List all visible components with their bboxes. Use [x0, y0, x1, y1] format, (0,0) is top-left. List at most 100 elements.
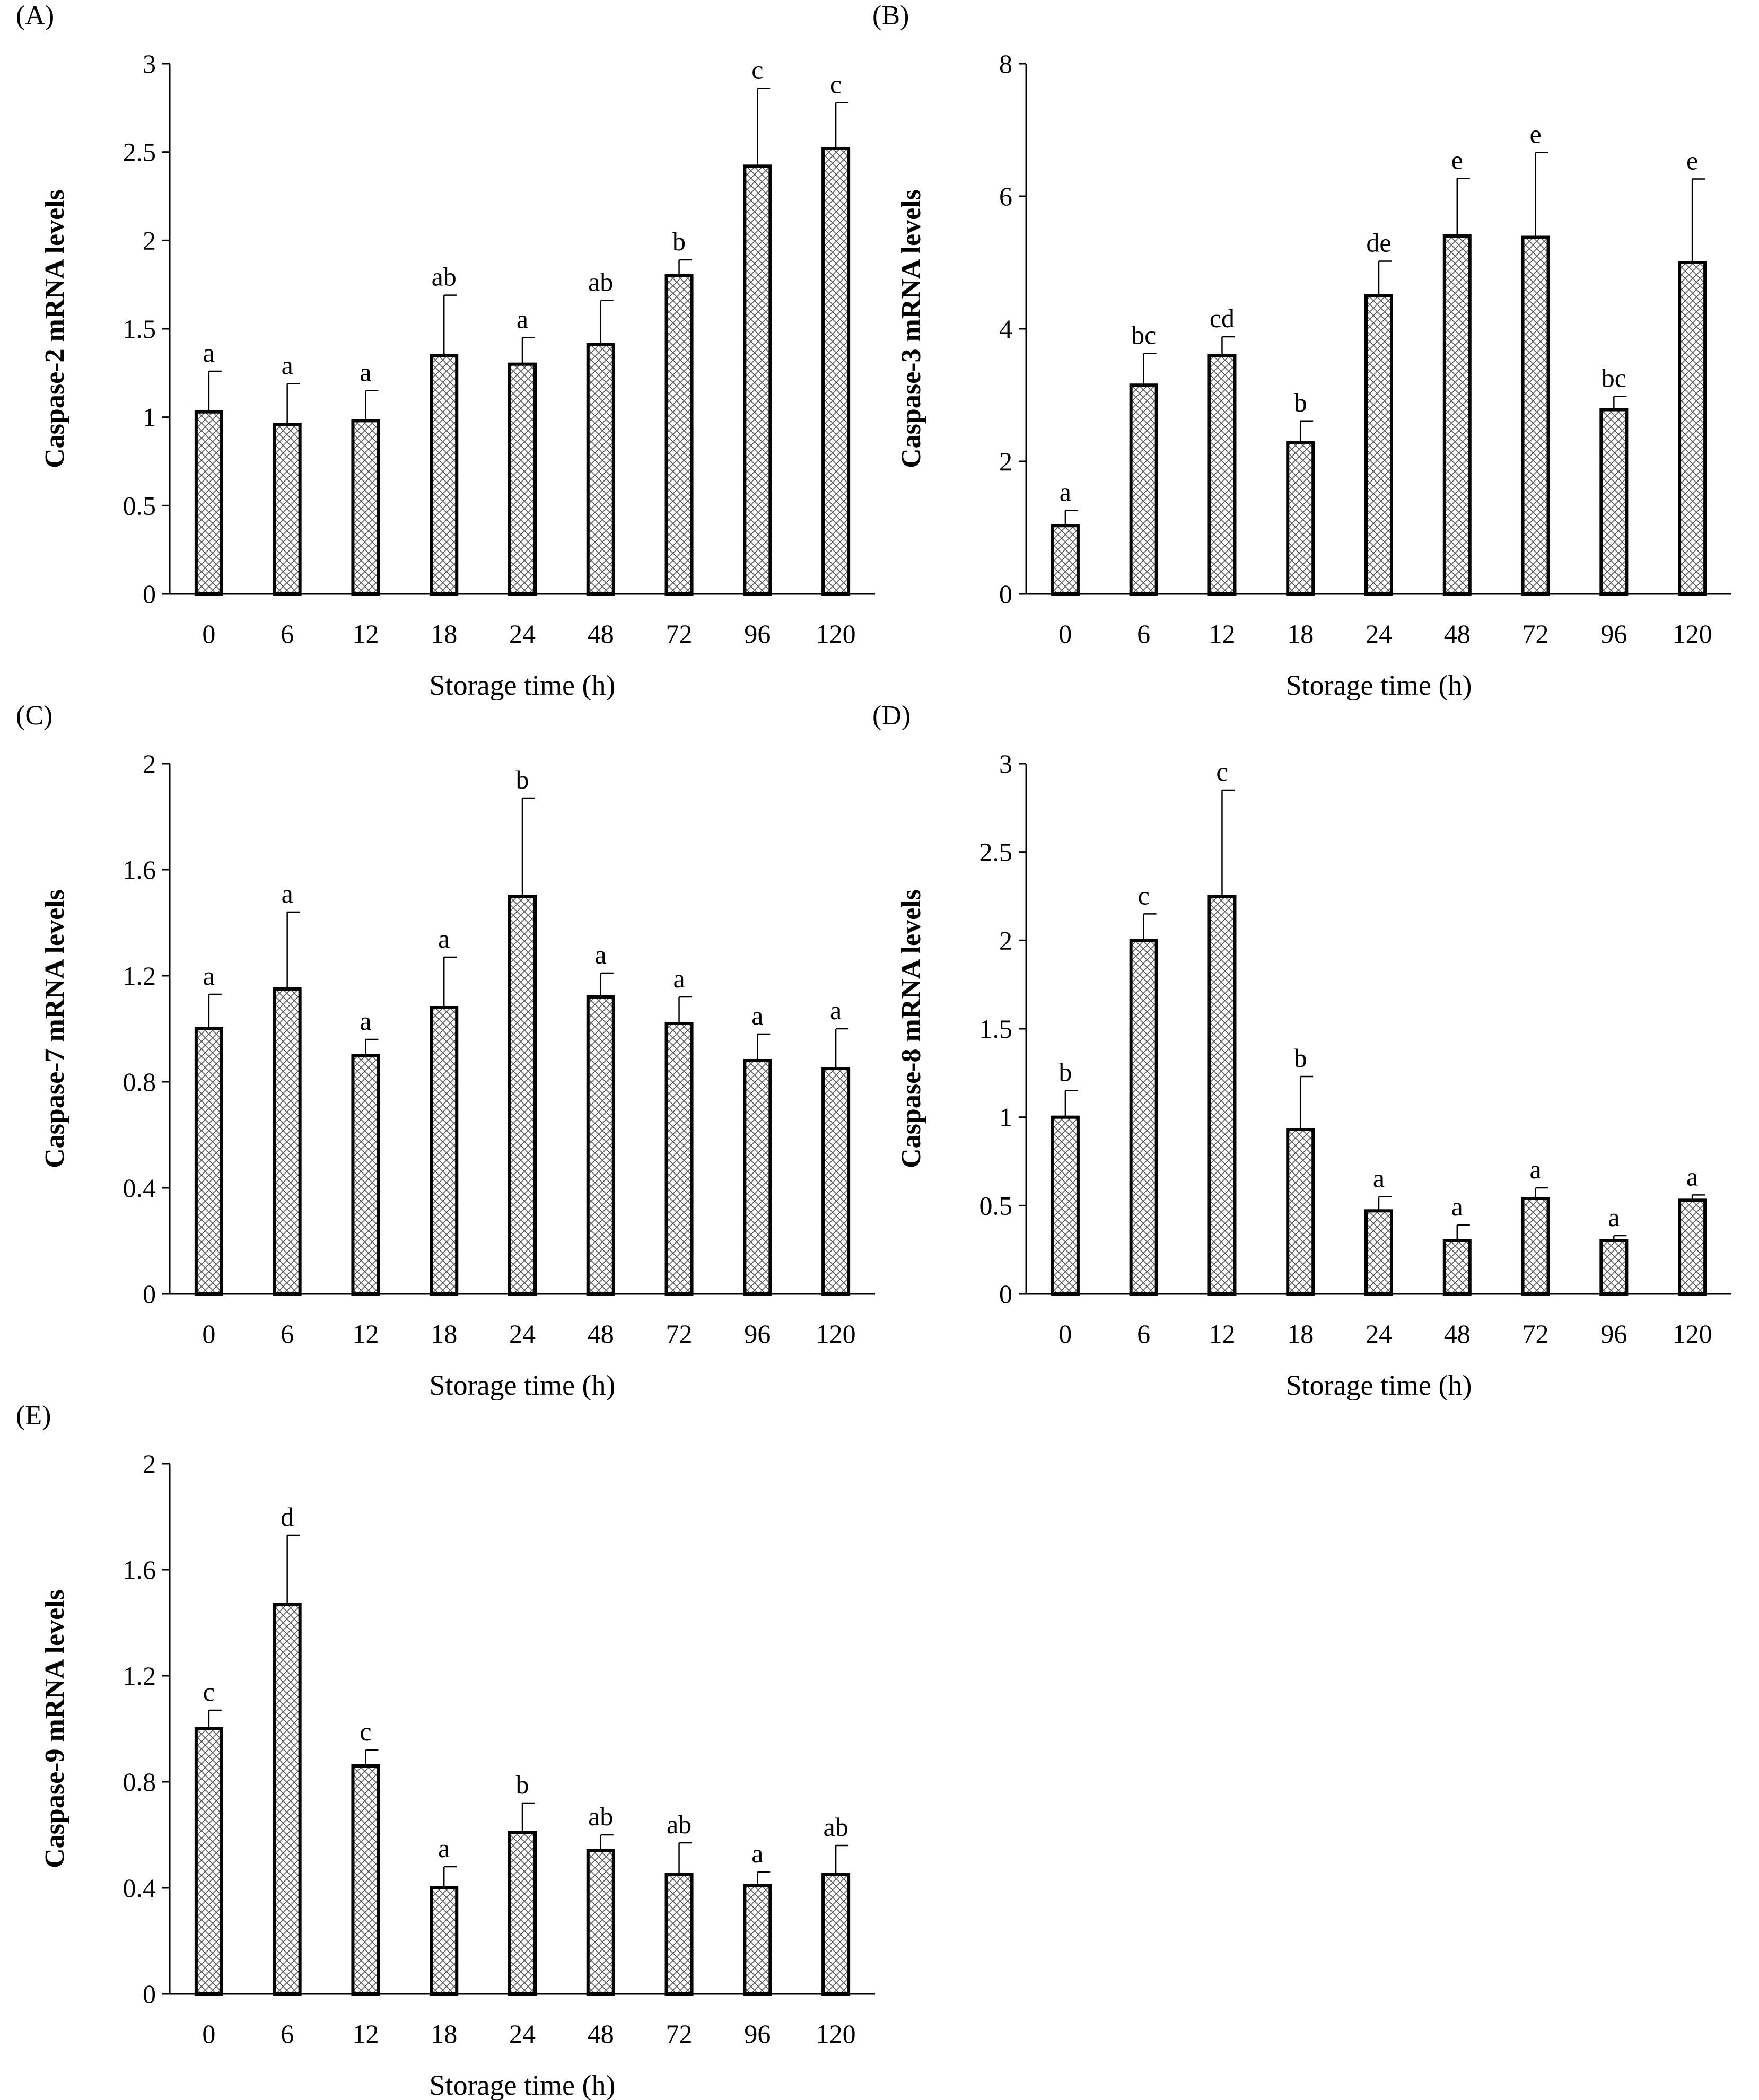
- bar: [351, 1764, 380, 1996]
- x-tick-label: 96: [1600, 1319, 1627, 1349]
- significance-label: ab: [667, 1809, 692, 1839]
- y-tick-label: 4: [999, 314, 1012, 344]
- bar: [508, 362, 537, 596]
- x-tick-label: 0: [202, 619, 215, 649]
- x-tick-label: 18: [431, 1319, 457, 1349]
- panel-c: (C) 0 0.4 0.8 1.2 1.6 2 a 0 a 6 a 12 a 18 b 24 a 48 a 72 a 96…: [16, 700, 896, 1400]
- bar: [1599, 1239, 1629, 1296]
- panel-label: (E): [16, 1401, 51, 1431]
- y-tick-label: 0.4: [123, 1873, 156, 1903]
- significance-label: c: [830, 69, 842, 99]
- bar: [508, 895, 537, 1296]
- significance-label: d: [281, 1502, 294, 1532]
- bar: [743, 164, 772, 596]
- significance-label: b: [1294, 1043, 1307, 1073]
- bar: [1207, 354, 1237, 596]
- x-axis-label: Storage time (h): [430, 1369, 616, 1400]
- bar: [194, 1027, 223, 1296]
- panel-label: (B): [872, 1, 909, 31]
- x-tick-label: 120: [816, 619, 856, 649]
- panel-label: (A): [16, 1, 55, 31]
- y-tick-label: 1: [143, 402, 156, 432]
- bar: [273, 987, 302, 1296]
- x-tick-label: 24: [509, 619, 536, 649]
- significance-label: a: [673, 964, 685, 993]
- significance-label: a: [282, 879, 293, 908]
- y-tick-label: 3: [143, 49, 156, 78]
- bar: [1678, 1198, 1707, 1296]
- bar: [821, 147, 851, 596]
- significance-label: ab: [588, 267, 613, 297]
- significance-label: a: [517, 304, 528, 334]
- panel-label: (D): [872, 701, 911, 731]
- bar: [1521, 1197, 1550, 1296]
- panel-d: (D) 0 0.5 1 1.5 2 2.5 3 b 0 c 6 c 12 b 18 a 24 a 48 a 72 a 96 a…: [872, 700, 1753, 1400]
- significance-label: b: [1058, 1057, 1072, 1087]
- y-tick-label: 0.5: [979, 1191, 1013, 1220]
- significance-label: a: [751, 1001, 763, 1030]
- significance-label: b: [516, 1770, 529, 1799]
- significance-label: a: [360, 357, 371, 387]
- bar: [194, 1727, 223, 1996]
- y-tick-label: 2.5: [979, 837, 1013, 867]
- y-tick-label: 6: [999, 181, 1012, 211]
- panel-a: (A) 0 0.5 1 1.5 2 2.5 3 a 0 a 6 a 12 ab 18 a 24 ab 48 b 72 c 9…: [16, 0, 896, 700]
- bar: [664, 1873, 694, 1996]
- significance-label: c: [751, 55, 763, 85]
- x-tick-label: 120: [816, 2019, 856, 2049]
- bar: [586, 1849, 615, 1996]
- bar: [1051, 524, 1080, 596]
- bar: [664, 274, 694, 596]
- x-tick-label: 18: [1287, 619, 1314, 649]
- bar: [1364, 1209, 1393, 1296]
- significance-label: a: [282, 350, 293, 380]
- bar: [1286, 441, 1315, 596]
- panel-label: (C): [16, 701, 53, 731]
- y-tick-label: 2.5: [123, 137, 156, 167]
- x-tick-label: 18: [1287, 1319, 1314, 1349]
- significance-label: a: [438, 924, 450, 953]
- y-tick-label: 1: [999, 1102, 1012, 1132]
- bar: [743, 1059, 772, 1296]
- significance-label: bc: [1602, 363, 1626, 393]
- significance-label: c: [203, 1677, 215, 1707]
- x-axis-label: Storage time (h): [430, 669, 616, 700]
- x-axis-label: Storage time (h): [1286, 669, 1472, 700]
- chart-caspase-3: 02468a0bc6cd12b18de24e48e72bc96e120Stora…: [896, 49, 1731, 700]
- y-tick-label: 0: [999, 579, 1012, 609]
- significance-label: de: [1366, 228, 1391, 258]
- x-tick-label: 18: [431, 2019, 457, 2049]
- x-tick-label: 6: [281, 619, 294, 649]
- chart-caspase-9: 0 0.4 0.8 1.2 1.6 2 c 0 d 6 c 12 a 18 b 24 ab 48 ab 72 a 96 ab…: [40, 1449, 875, 2100]
- significance-label: a: [1373, 1163, 1385, 1193]
- chart-caspase-8: 0 0.5 1 1.5 2 2.5 3 b 0 c 6 c 12 b 18 a 24 a 48 a 72 a 96 a 120 S…: [896, 749, 1731, 1400]
- y-tick-label: 0: [999, 1279, 1012, 1309]
- x-tick-label: 12: [1209, 619, 1235, 649]
- y-tick-label: 2: [999, 925, 1012, 955]
- y-tick-label: 2: [999, 447, 1012, 476]
- x-tick-label: 96: [1600, 619, 1627, 649]
- y-tick-label: 1.2: [123, 1661, 156, 1691]
- x-tick-label: 72: [1522, 1319, 1549, 1349]
- bar: [1678, 261, 1707, 596]
- x-tick-label: 12: [1209, 1319, 1235, 1349]
- bar: [1129, 383, 1158, 596]
- bar: [821, 1067, 851, 1296]
- x-tick-label: 48: [1444, 619, 1471, 649]
- x-tick-label: 120: [1673, 1319, 1712, 1349]
- x-tick-label: 12: [352, 1319, 379, 1349]
- significance-label: a: [438, 1833, 450, 1863]
- bar: [273, 1603, 302, 1996]
- bar: [1521, 235, 1550, 596]
- bar: [586, 995, 615, 1296]
- y-tick-label: 2: [143, 1449, 156, 1478]
- x-tick-label: 12: [352, 619, 379, 649]
- bar: [1442, 234, 1472, 596]
- bar: [430, 1006, 459, 1296]
- significance-label: c: [360, 1717, 371, 1746]
- y-axis-label: Caspase-2 mRNA levels: [40, 189, 70, 468]
- y-tick-label: 0.8: [123, 1067, 156, 1097]
- y-tick-label: 0: [143, 1979, 156, 2009]
- significance-label: b: [1294, 388, 1307, 417]
- y-tick-label: 0.8: [123, 1767, 156, 1797]
